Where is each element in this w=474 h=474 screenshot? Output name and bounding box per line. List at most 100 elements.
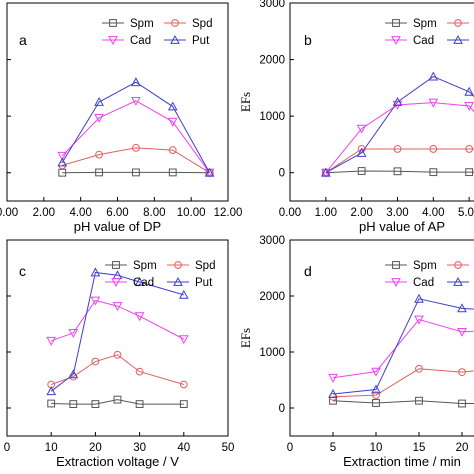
y-tick-label: 0 (279, 403, 285, 415)
x-tick-label: 10 (45, 442, 58, 454)
legend-marker (174, 261, 182, 269)
data-point (429, 145, 438, 153)
plot-frame (6, 2, 229, 202)
x-tick-label: 20 (456, 442, 469, 454)
data-point (178, 289, 189, 299)
data-point (46, 336, 57, 346)
series-line (51, 299, 185, 342)
data-point (113, 350, 122, 359)
data-point (68, 369, 79, 379)
y-tick-label: 3000 (259, 235, 285, 247)
series-line (325, 170, 474, 174)
data-point (465, 168, 474, 177)
series-cad (320, 98, 474, 178)
data-point (393, 167, 402, 176)
data-point (47, 399, 56, 408)
data-point (57, 157, 68, 167)
data-point (357, 167, 366, 175)
x-tick-label: 2.00 (350, 207, 372, 219)
series-line (332, 298, 474, 395)
x-tick-label: 2.00 (33, 207, 55, 219)
series-spd (47, 350, 188, 389)
series-spm (58, 168, 214, 177)
y-axis-label: EFs (238, 92, 253, 112)
x-tick-label: 3.00 (386, 207, 408, 219)
data-point (168, 168, 177, 177)
data-point (415, 396, 423, 405)
legend-marker (111, 278, 121, 288)
data-point (178, 335, 189, 345)
legend-marker (392, 19, 400, 27)
data-point (414, 293, 424, 303)
data-point (135, 400, 144, 408)
series-spm (47, 395, 188, 408)
legend-marker (454, 19, 462, 27)
legend-marker (392, 261, 400, 269)
y-tick-label: 1000 (259, 111, 285, 123)
data-point (90, 296, 101, 306)
data-point (356, 124, 367, 134)
x-tick-label: 0 (287, 442, 293, 454)
data-point (68, 329, 79, 339)
chart-panel-a: 0.00 2.00 4.00 6.00 8.00 10.00 12.00 pH value o… (0, 2, 243, 234)
data-point (58, 168, 67, 177)
data-point (457, 327, 467, 337)
x-tick-label: 20 (89, 442, 102, 454)
data-point (371, 384, 381, 394)
y-axis-label: EFs (238, 328, 253, 348)
legend-marker (170, 34, 180, 44)
data-point (167, 117, 178, 127)
series-spd (329, 364, 474, 401)
chart-panel-c: 0 10 20 30 40 50 Extraction voltage / V c Spm Spd… (4, 239, 234, 469)
legend-label-spm: Spm (413, 260, 437, 272)
series-put (320, 71, 474, 177)
data-point (372, 391, 380, 400)
legend-marker (453, 34, 463, 44)
x-tick-label: 1.00 (315, 207, 337, 219)
data-point (393, 145, 402, 153)
data-point (91, 357, 100, 366)
data-point (372, 399, 380, 407)
legend-marker (453, 276, 463, 286)
legend-marker (391, 278, 401, 288)
series-line (325, 148, 474, 174)
x-tick-label: 12.00 (214, 207, 243, 219)
series-put (57, 77, 215, 177)
legend-label-cad: Cad (413, 35, 434, 47)
data-point (356, 147, 367, 157)
x-axis-label: pH value of AP (359, 219, 445, 234)
legend-label-put: Put (192, 35, 210, 47)
x-axis-label: Extraction time / min (343, 454, 461, 469)
plot-frame (289, 239, 474, 437)
data-point (428, 98, 439, 108)
series-line (61, 100, 210, 174)
panel-label: b (304, 32, 312, 48)
y-tick-label: 0 (279, 168, 285, 180)
data-point (131, 77, 141, 87)
legend-marker (108, 36, 118, 46)
series-line (51, 354, 184, 385)
legend-marker (109, 19, 117, 27)
legend-marker (171, 19, 179, 27)
data-point (94, 113, 104, 123)
y-tick-label: 1000 (259, 347, 285, 359)
data-point (457, 303, 467, 313)
series-spd (58, 143, 214, 177)
chart-panel-b: 0.001.002.003.004.005.006.00010002000300… (238, 0, 474, 234)
data-point (95, 150, 103, 159)
data-point (135, 367, 144, 376)
legend-marker (391, 36, 401, 46)
series-line (62, 147, 210, 174)
x-tick-label: 0 (4, 442, 10, 454)
legend-label-spm: Spm (413, 18, 437, 30)
data-point (429, 168, 438, 177)
legend-label-spm: Spm (133, 260, 157, 272)
x-tick-label: 4.00 (69, 207, 91, 219)
x-tick-label: 15 (413, 442, 426, 454)
data-point (95, 168, 103, 177)
data-point (392, 96, 403, 106)
series-line (61, 81, 211, 173)
x-tick-label: 40 (177, 442, 190, 454)
data-point (465, 145, 474, 153)
